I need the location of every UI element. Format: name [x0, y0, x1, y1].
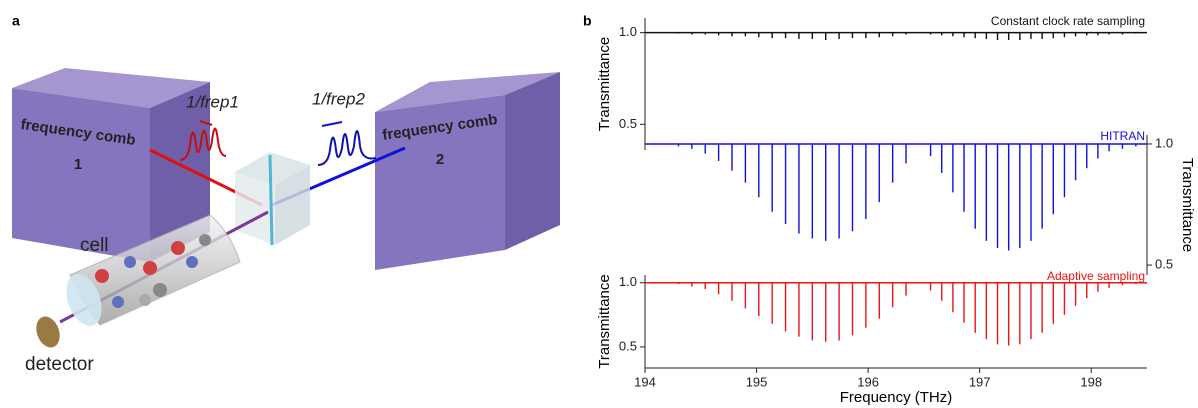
- panel-title: Adaptive sampling: [1047, 269, 1145, 283]
- x-axis-label: Frequency (THz): [840, 389, 953, 406]
- y-tick-label: 1.0: [1155, 135, 1173, 150]
- y-axis-label: Transmittance: [1179, 158, 1196, 252]
- panel-label: b: [583, 13, 592, 29]
- pulse-train-1: [179, 127, 227, 161]
- comb2-front: [375, 95, 505, 270]
- y-tick-label: 0.5: [1155, 257, 1173, 272]
- pulse-arrow-1: [199, 120, 213, 126]
- pulse1-label: 1/frep1: [186, 92, 239, 111]
- x-tick-label: 198: [1080, 374, 1102, 389]
- comb2-top: [375, 72, 560, 112]
- molecules: [95, 234, 211, 308]
- y-tick-label: 0.5: [619, 338, 637, 353]
- comb1-front: [12, 88, 150, 262]
- y-tick-label: 1.0: [619, 24, 637, 39]
- comb2-number: 2: [436, 151, 444, 168]
- panel-title: HITRAN: [1100, 129, 1145, 143]
- x-tick-label: 197: [969, 374, 991, 389]
- setup-diagram: a frequency comb 1 frequency comb 2 1/fr…: [12, 13, 560, 375]
- detector-label: detector: [25, 354, 94, 375]
- x-tick-label: 195: [746, 374, 768, 389]
- y-axis-label: Transmittance: [596, 274, 613, 368]
- comb2-side: [505, 72, 560, 250]
- detector: [36, 316, 60, 348]
- y-axis-label: Transmittance: [596, 37, 613, 131]
- cell-window: [66, 274, 102, 326]
- pulse-train-2: [317, 130, 377, 166]
- splitter: [268, 154, 274, 246]
- pulse-arrow-2: [321, 121, 343, 127]
- y-tick-label: 1.0: [619, 274, 637, 289]
- panel-label: a: [12, 13, 20, 29]
- cell-label: cell: [80, 235, 109, 256]
- pulse2-label: 1/frep2: [312, 89, 365, 108]
- cube-side: [275, 165, 310, 245]
- comb1-number: 1: [74, 156, 82, 173]
- panel-title: Constant clock rate sampling: [991, 14, 1145, 28]
- comb1-side: [150, 82, 210, 262]
- x-tick-label: 194: [634, 374, 656, 389]
- comb1-top: [12, 68, 210, 108]
- cube-top: [235, 152, 310, 185]
- x-tick-label: 196: [857, 374, 879, 389]
- y-tick-label: 0.5: [619, 116, 637, 131]
- cube-front: [235, 172, 275, 245]
